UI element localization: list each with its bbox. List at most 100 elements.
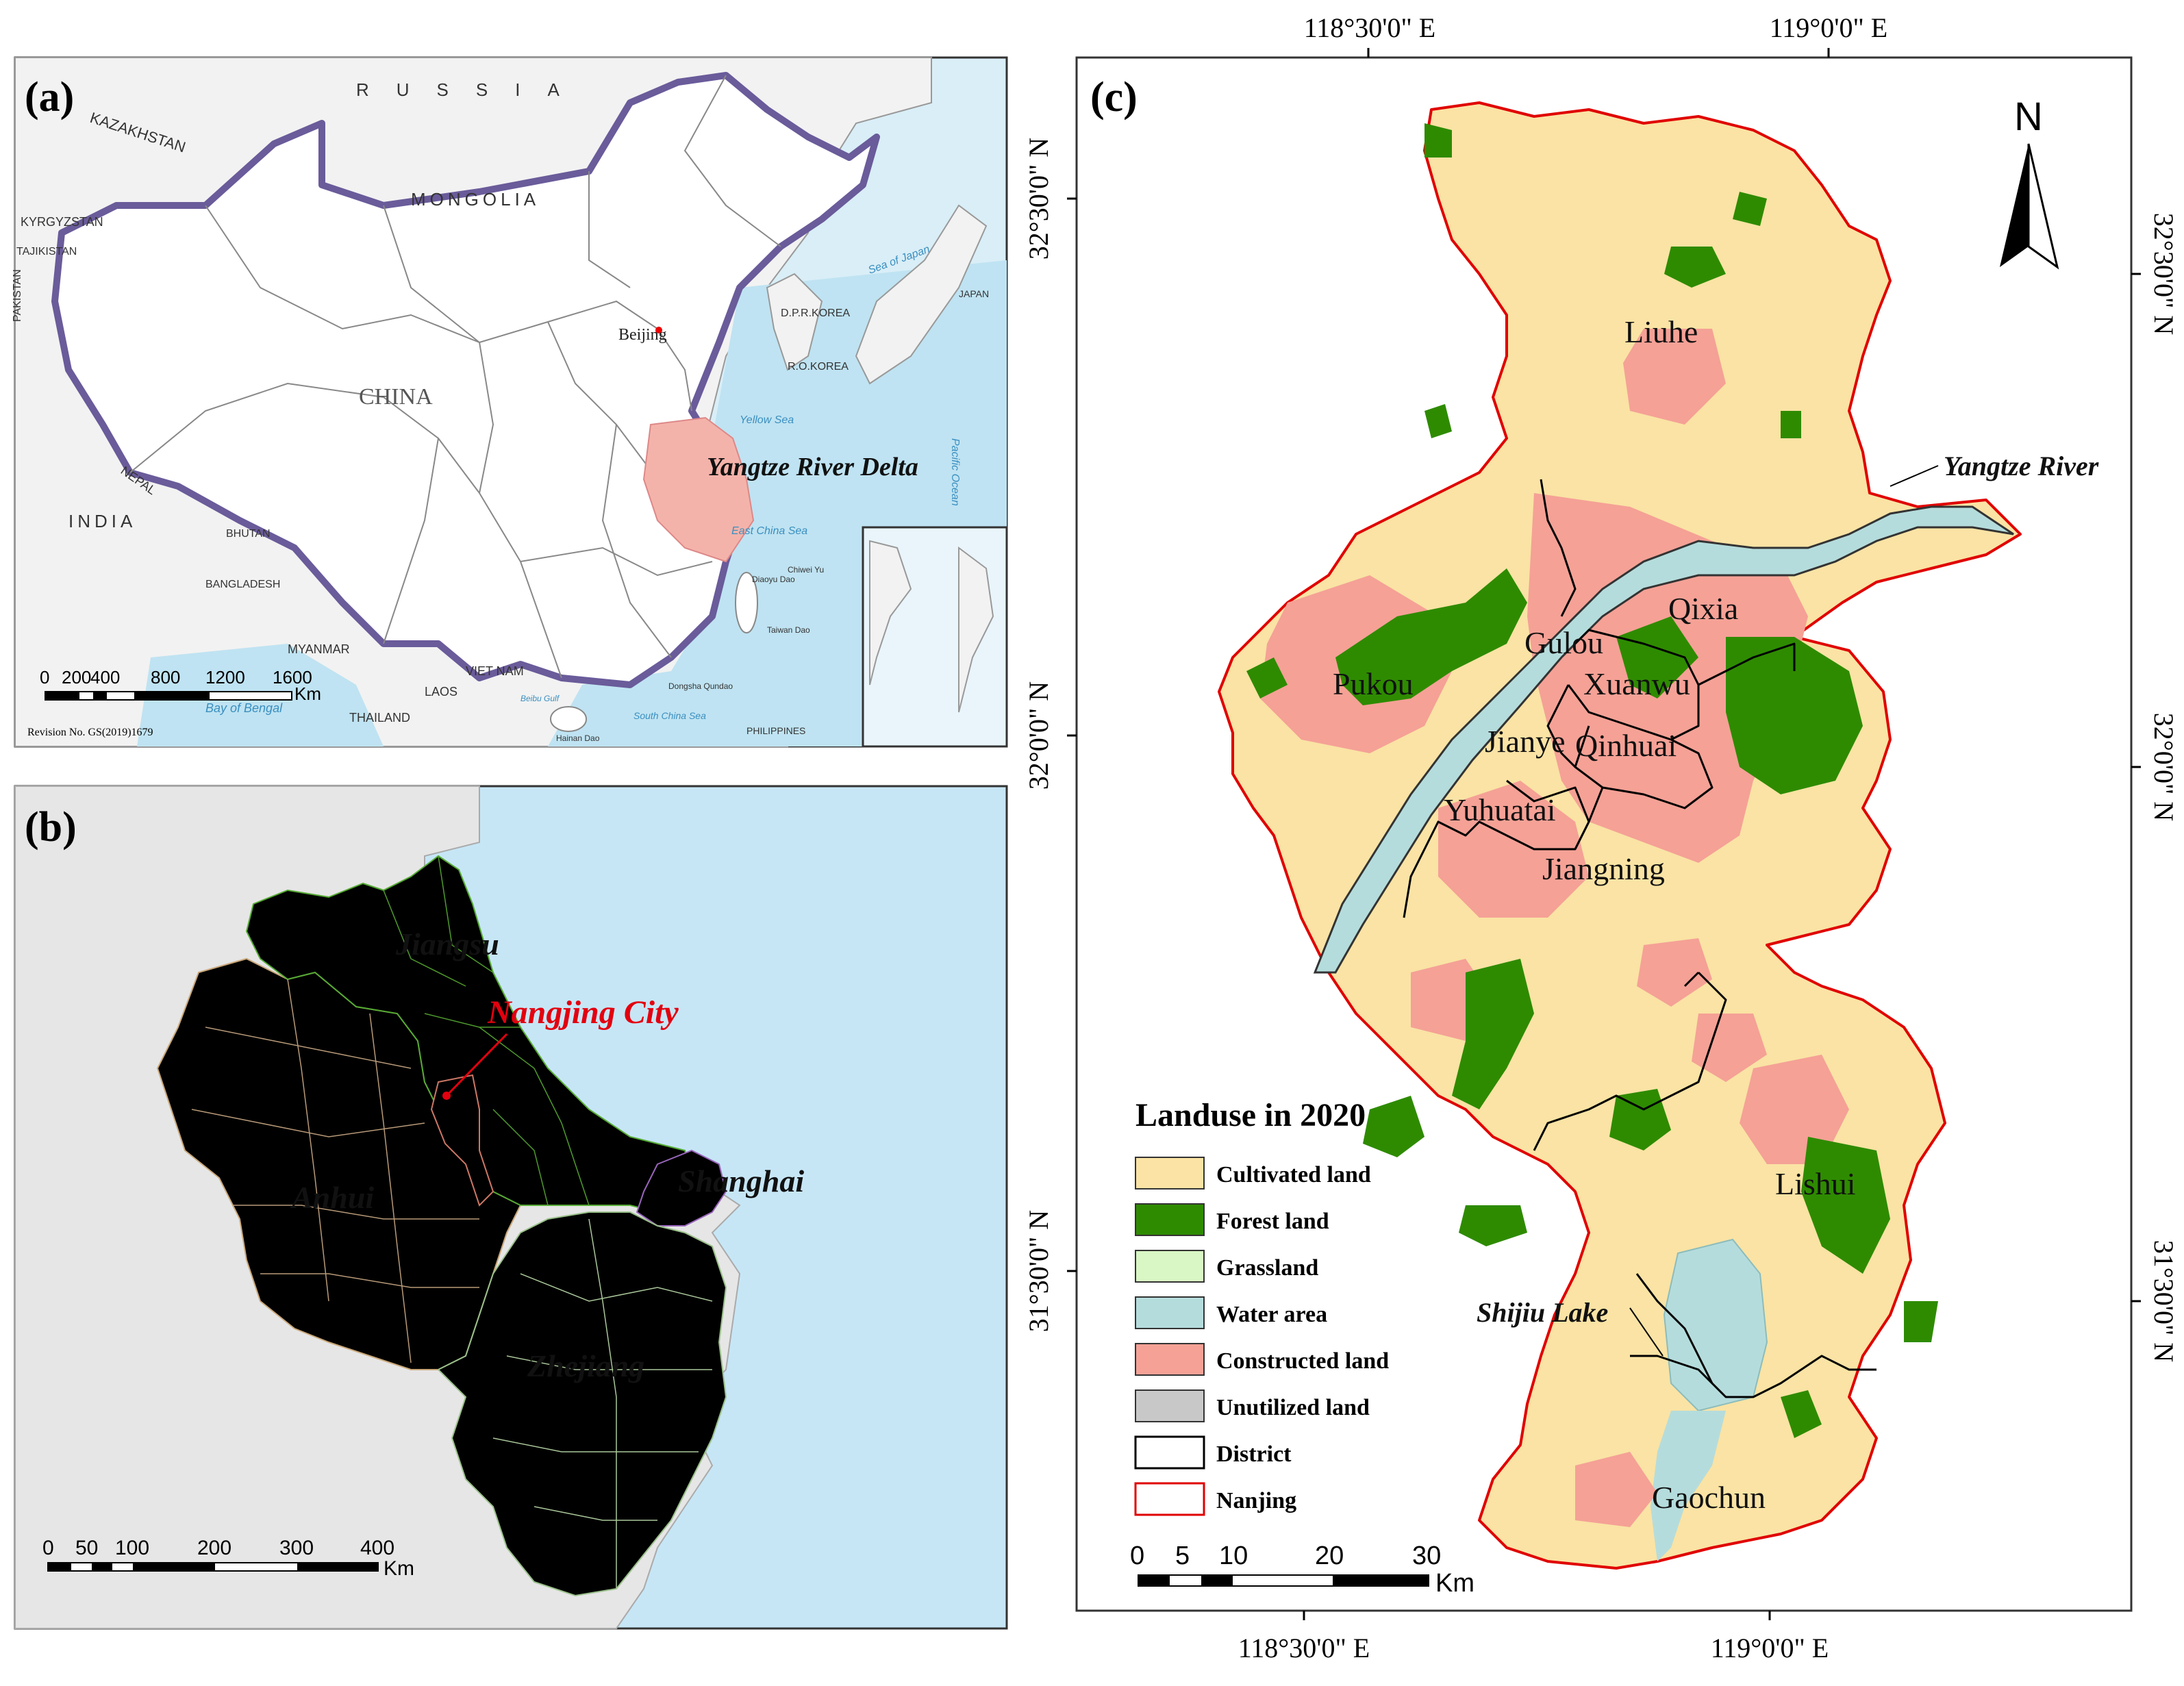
scale-b-tick-400: 400	[360, 1537, 394, 1559]
beijing-marker	[655, 327, 662, 334]
north-label: N	[2014, 95, 2043, 139]
label-nanjing-city: Nangjing City	[487, 994, 679, 1031]
label-dprk: D.P.R.KOREA	[781, 307, 850, 319]
hainan-island	[550, 706, 587, 732]
label-bay-of-bengal: Bay of Bengal	[205, 701, 283, 715]
panel-a-label: (a)	[25, 74, 74, 121]
scale-c-tick-30: 30	[1412, 1542, 1441, 1570]
scale-a-tick-1600: 1600	[273, 667, 312, 688]
legend-swatch-unutilized	[1135, 1389, 1205, 1422]
scale-b-tick-100: 100	[115, 1537, 149, 1559]
label-vietnam: VIET NAM	[466, 664, 524, 678]
scale-a-tick-0: 0	[40, 667, 49, 688]
scale-a-tick-200: 200	[62, 667, 91, 688]
label-zhejiang: Zhejiang	[527, 1348, 644, 1383]
city-nanjing	[430, 1074, 494, 1207]
legend-swatch-nanjing	[1134, 1482, 1205, 1516]
province-shanghai	[636, 1149, 727, 1226]
legend-item-constructed: Constructed land	[1135, 1343, 1389, 1376]
label-chiwei-yu: Chiwei Yu	[788, 565, 824, 575]
lon-label-bottom-2: 119°0'0" E	[1711, 1633, 1829, 1663]
district-gaochun: Gaochun	[1652, 1480, 1766, 1515]
label-japan: JAPAN	[959, 288, 989, 299]
label-pakistan: PAKISTAN	[12, 269, 23, 322]
panel-c-scale-bar: 0 5 10 20 30 Km	[1130, 1542, 1474, 1598]
legend-label-forest: Forest land	[1216, 1209, 1329, 1234]
lat-label-left-1: 32°30'0" N	[1023, 138, 1054, 260]
scale-a-tick-1200: 1200	[205, 667, 245, 688]
district-qinhuai: Qinhuai	[1575, 728, 1677, 763]
scale-c-unit: Km	[1435, 1569, 1474, 1598]
lon-label-top-2: 119°0'0" E	[1770, 12, 1887, 43]
lat-label-right-1: 32°30'0" N	[2148, 213, 2179, 335]
scale-b-tick-50: 50	[75, 1537, 98, 1559]
legend-label-nanjing: Nanjing	[1216, 1488, 1296, 1513]
korea-peninsula	[766, 273, 823, 371]
shijiu-lake-south	[1650, 1411, 1726, 1561]
panel-a: (a) KAZAKHSTAN RUSSIA MONGOLIA KYRGYZSTA…	[12, 56, 1008, 748]
province-boundaries	[129, 75, 781, 679]
scale-c-tick-10: 10	[1219, 1542, 1248, 1570]
label-jiangsu: Jiangsu	[395, 927, 499, 961]
panel-c-label: (c)	[1090, 74, 1138, 121]
district-jiangning: Jiangning	[1542, 851, 1665, 886]
yangtze-delta-region	[642, 416, 755, 563]
legend-item-district: District	[1134, 1435, 1292, 1470]
label-pacific-ocean: Pacific Ocean	[949, 438, 961, 506]
panel-b: (b) Jiangsu Anhui Zhejiang Shanghai Nang…	[14, 785, 1008, 1630]
label-china: CHINA	[359, 384, 433, 410]
yangtze-river	[1313, 505, 2014, 974]
panel-c: 118°30'0" E 119°0'0" E 118°30'0" E 119°0…	[1023, 12, 2179, 1663]
taiwan-island	[735, 572, 758, 633]
label-yellow-sea: Yellow Sea	[740, 414, 794, 426]
lon-label-top-1: 118°30'0" E	[1304, 12, 1435, 43]
jiangsu-internal-boundaries	[383, 855, 590, 1206]
legend-item-grassland: Grassland	[1135, 1250, 1318, 1283]
north-arrow: N	[2000, 95, 2059, 270]
label-shijiu-lake: Shijiu Lake	[1477, 1297, 1608, 1328]
scale-a-unit: Km	[294, 683, 321, 704]
shijiu-lake	[1663, 1238, 1768, 1412]
north-arrow-right	[2027, 143, 2059, 270]
legend-title: Landuse in 2020	[1135, 1097, 1366, 1133]
scale-b-tick-200: 200	[197, 1537, 231, 1559]
lon-label-bottom-1: 118°30'0" E	[1238, 1633, 1370, 1663]
inset-land	[869, 540, 912, 685]
scale-a-tick-800: 800	[151, 667, 180, 688]
district-qixia: Qixia	[1668, 591, 1738, 626]
lat-label-right-2: 32°0'0" N	[2148, 713, 2179, 821]
panel-b-label: (b)	[25, 804, 77, 851]
label-south-china-sea: South China Sea	[633, 710, 706, 721]
lat-label-right-3: 31°30'0" N	[2148, 1240, 2179, 1362]
inset-land-east	[958, 546, 994, 713]
scale-c-tick-5: 5	[1175, 1542, 1190, 1570]
legend-item-water: Water area	[1135, 1296, 1327, 1329]
legend-item-nanjing: Nanjing	[1134, 1482, 1296, 1516]
nanjing-pointer	[445, 1033, 508, 1097]
district-jianye: Jianye	[1485, 724, 1566, 759]
legend-label-district: District	[1216, 1442, 1292, 1467]
district-liuhe: Liuhe	[1624, 314, 1698, 349]
label-anhui: Anhui	[290, 1180, 374, 1215]
legend-item-unutilized: Unutilized land	[1135, 1389, 1370, 1422]
legend-label-water: Water area	[1216, 1302, 1327, 1327]
label-bhutan: BHUTAN	[226, 528, 271, 540]
district-yuhuatai: Yuhuatai	[1444, 792, 1556, 827]
label-myanmar: MYANMAR	[288, 642, 350, 656]
label-laos: LAOS	[425, 685, 457, 699]
province-zhejiang	[437, 1211, 727, 1597]
label-thailand: THAILAND	[349, 711, 410, 725]
label-beibu-gulf: Beibu Gulf	[520, 694, 560, 703]
label-taiwan-dao: Taiwan Dao	[767, 625, 810, 635]
scale-c-tick-20: 20	[1315, 1542, 1344, 1570]
label-bangladesh: BANGLADESH	[205, 579, 280, 590]
legend-label-cultivated: Cultivated land	[1216, 1162, 1371, 1187]
scale-b-unit: Km	[384, 1557, 414, 1580]
lat-label-left-3: 31°30'0" N	[1023, 1210, 1054, 1332]
yangtze-leader	[1890, 465, 1939, 487]
district-xuanwu: Xuanwu	[1583, 666, 1690, 701]
scale-b-tick-300: 300	[279, 1537, 314, 1559]
label-mongolia: MONGOLIA	[411, 189, 540, 210]
legend-label-constructed: Constructed land	[1216, 1348, 1389, 1374]
